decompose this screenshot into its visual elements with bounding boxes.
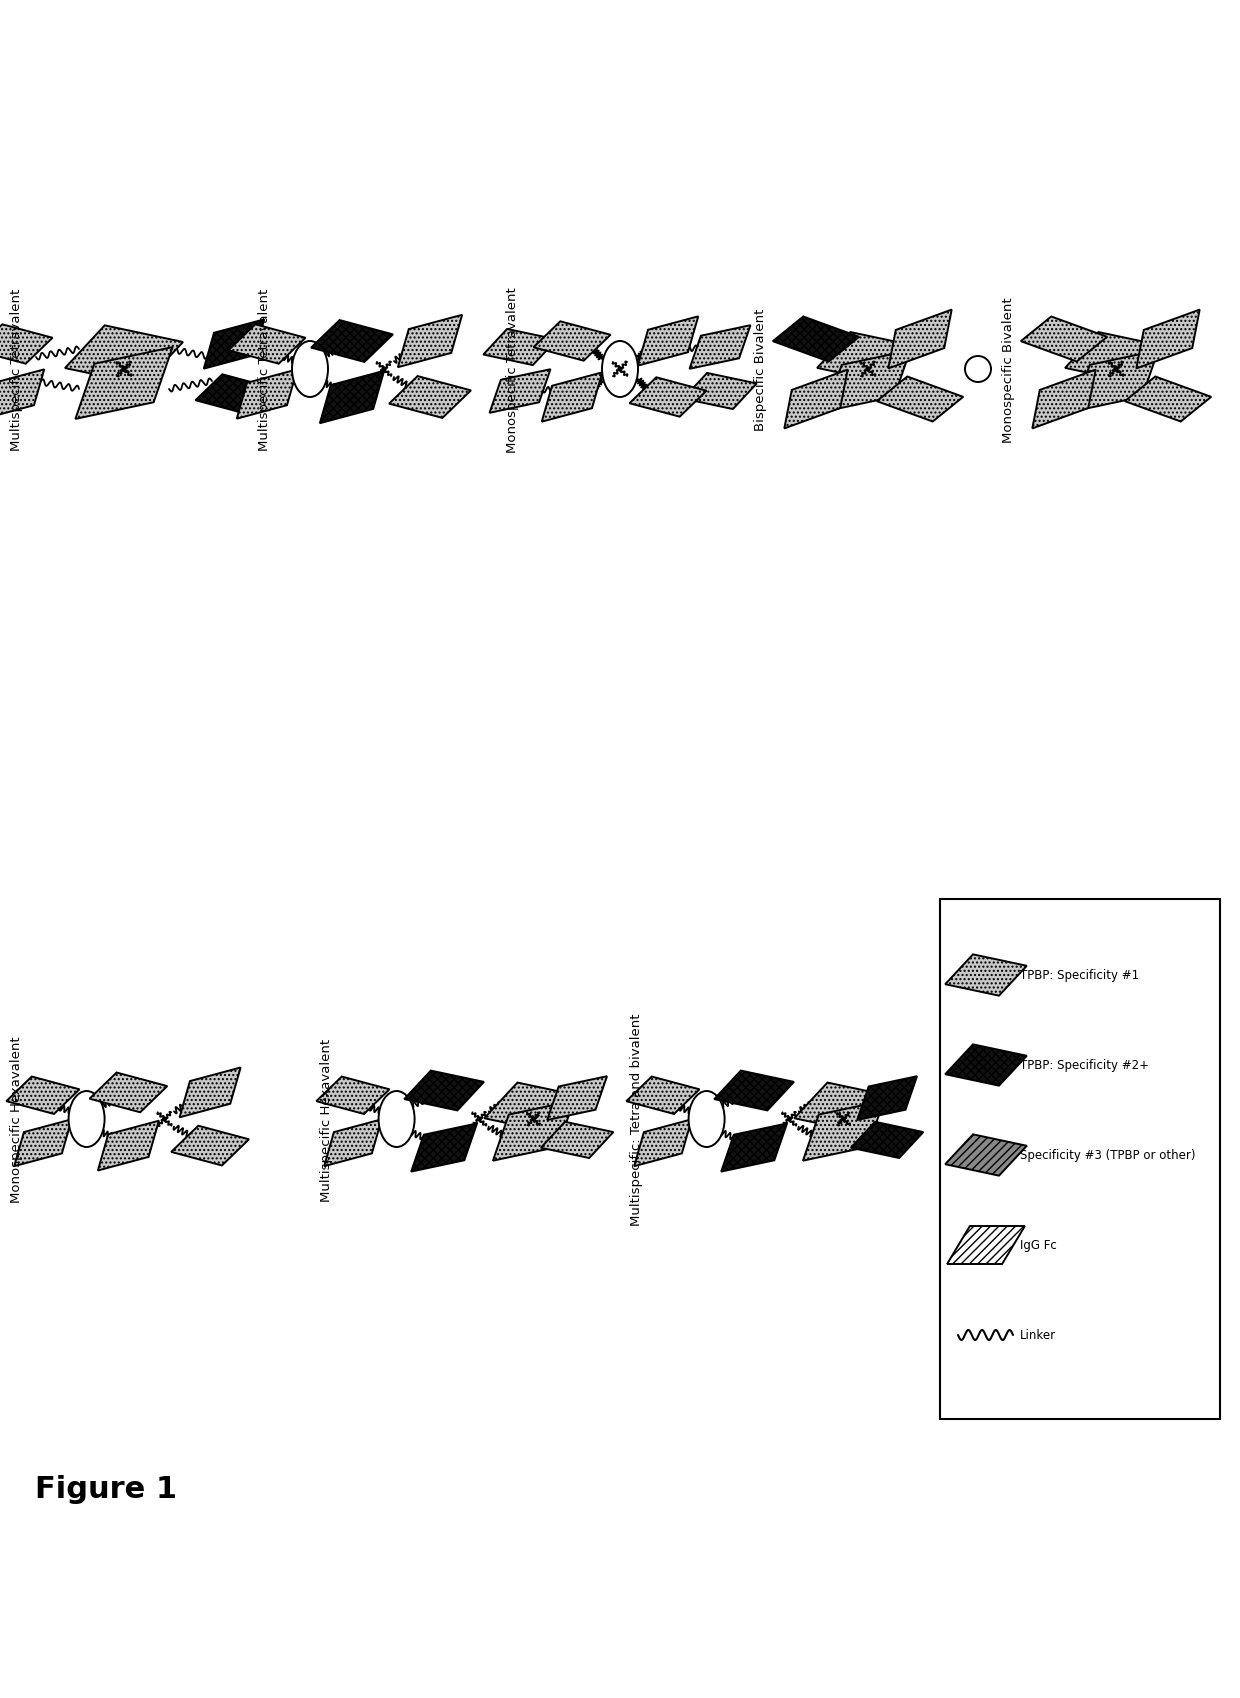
Polygon shape	[485, 1083, 583, 1133]
Polygon shape	[722, 1124, 787, 1172]
Polygon shape	[64, 326, 184, 385]
Polygon shape	[547, 1077, 608, 1121]
Text: Multispecific Hexavalent: Multispecific Hexavalent	[320, 1037, 332, 1200]
Polygon shape	[857, 1077, 918, 1121]
Polygon shape	[14, 1119, 72, 1167]
Polygon shape	[89, 1073, 167, 1112]
Polygon shape	[171, 1126, 249, 1167]
Polygon shape	[203, 321, 264, 370]
Text: Linker: Linker	[1021, 1330, 1056, 1341]
Polygon shape	[0, 324, 52, 365]
Polygon shape	[945, 954, 1027, 997]
Ellipse shape	[601, 341, 639, 397]
Polygon shape	[945, 1044, 1027, 1087]
Polygon shape	[634, 1119, 692, 1167]
Polygon shape	[773, 318, 859, 362]
Polygon shape	[6, 1077, 79, 1114]
Polygon shape	[196, 375, 273, 414]
Polygon shape	[877, 377, 963, 423]
Polygon shape	[311, 321, 393, 363]
Polygon shape	[494, 1100, 574, 1161]
Polygon shape	[180, 1068, 241, 1117]
Polygon shape	[683, 374, 756, 409]
Polygon shape	[637, 318, 698, 367]
Polygon shape	[630, 379, 707, 418]
Polygon shape	[541, 1122, 614, 1158]
Polygon shape	[404, 1071, 484, 1110]
Text: Multispecific: Tetra and bivalent: Multispecific: Tetra and bivalent	[630, 1014, 642, 1226]
Polygon shape	[324, 1119, 382, 1167]
Ellipse shape	[965, 357, 991, 382]
Polygon shape	[1074, 351, 1158, 413]
Polygon shape	[714, 1071, 794, 1110]
Polygon shape	[851, 1122, 924, 1158]
Polygon shape	[0, 370, 45, 419]
Ellipse shape	[68, 1092, 104, 1148]
Text: TPBP: Specificity #1: TPBP: Specificity #1	[1021, 970, 1140, 981]
Polygon shape	[237, 370, 298, 419]
Text: Figure 1: Figure 1	[35, 1474, 177, 1504]
Polygon shape	[98, 1121, 159, 1172]
Text: Bispecific Bivalent: Bispecific Bivalent	[754, 309, 766, 431]
Polygon shape	[316, 1077, 389, 1114]
Polygon shape	[1065, 333, 1167, 384]
Polygon shape	[542, 374, 603, 423]
Polygon shape	[785, 370, 848, 430]
Polygon shape	[1136, 311, 1199, 368]
Polygon shape	[1021, 318, 1107, 362]
Text: Multispecific Tetravalent: Multispecific Tetravalent	[258, 289, 270, 452]
Text: Monospecific Tetravalent: Monospecific Tetravalent	[506, 287, 518, 453]
Polygon shape	[888, 311, 951, 368]
Text: Monospecific Hexavalent: Monospecific Hexavalent	[10, 1036, 22, 1202]
Polygon shape	[76, 348, 172, 419]
Text: TPBP: Specificity #2+: TPBP: Specificity #2+	[1021, 1060, 1149, 1071]
Polygon shape	[412, 1124, 477, 1172]
Text: Specificity #3 (TPBP or other): Specificity #3 (TPBP or other)	[1021, 1150, 1195, 1161]
Text: IgG Fc: IgG Fc	[1021, 1240, 1056, 1251]
Polygon shape	[626, 1077, 699, 1114]
Ellipse shape	[378, 1092, 414, 1148]
Polygon shape	[817, 333, 919, 384]
Polygon shape	[804, 1100, 884, 1161]
Polygon shape	[320, 372, 384, 424]
Polygon shape	[1033, 370, 1096, 430]
Ellipse shape	[688, 1092, 724, 1148]
Polygon shape	[228, 324, 305, 365]
FancyBboxPatch shape	[940, 900, 1220, 1420]
Polygon shape	[484, 329, 557, 365]
Polygon shape	[398, 316, 463, 368]
Polygon shape	[795, 1083, 893, 1133]
Polygon shape	[533, 323, 610, 362]
Text: Multispecific Tetravalent: Multispecific Tetravalent	[10, 289, 22, 452]
Polygon shape	[1125, 377, 1211, 423]
Polygon shape	[826, 351, 910, 413]
Polygon shape	[947, 1226, 1025, 1265]
Polygon shape	[389, 377, 471, 419]
Polygon shape	[945, 1134, 1027, 1177]
Polygon shape	[490, 370, 551, 414]
Polygon shape	[689, 326, 750, 370]
Ellipse shape	[291, 341, 329, 397]
Text: Monospecific Bivalent: Monospecific Bivalent	[1002, 297, 1014, 443]
